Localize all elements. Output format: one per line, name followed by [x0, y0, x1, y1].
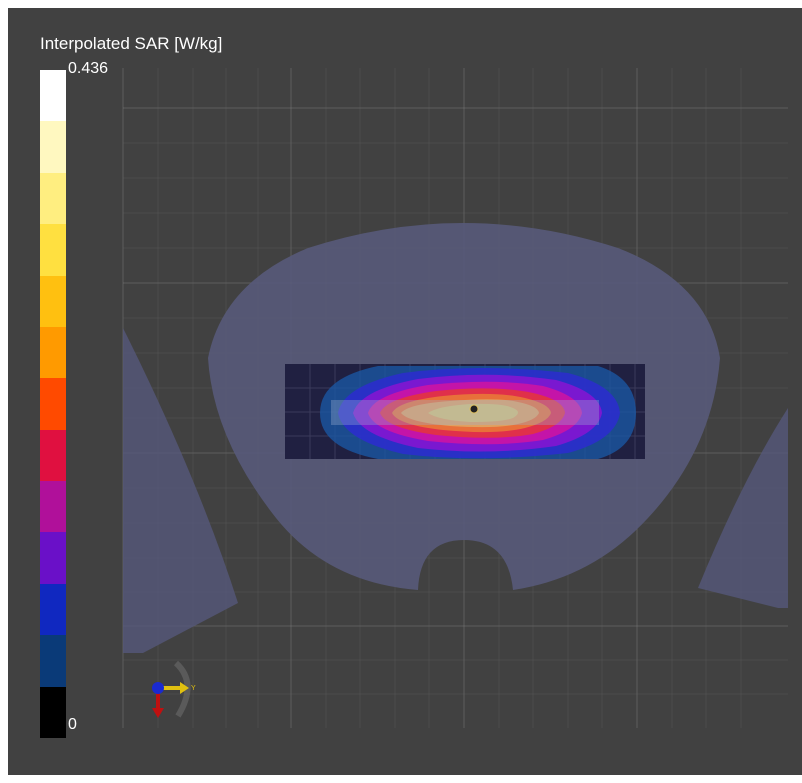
legend-color-band — [40, 532, 66, 585]
legend-color-band — [40, 326, 66, 379]
z-axis-arrowhead — [152, 708, 164, 718]
legend-color-band — [40, 481, 66, 533]
phantom-right — [698, 408, 788, 608]
color-scale-bar — [40, 70, 66, 739]
legend-color-band — [40, 429, 66, 482]
legend-color-band — [40, 70, 66, 122]
axis-triad[interactable]: Y — [152, 660, 196, 718]
legend-color-band — [40, 635, 66, 688]
sar-scene[interactable]: Y — [8, 8, 802, 775]
probe-scan-strip — [331, 400, 599, 425]
sar-contours — [320, 366, 636, 459]
3d-viewport[interactable]: Y Interpolated SAR [W/kg] 0.436 0 — [8, 8, 802, 775]
probe-marker — [469, 404, 479, 414]
legend-color-band — [40, 121, 66, 174]
y-axis-label: Y — [191, 685, 196, 692]
legend-color-band — [40, 583, 66, 636]
phantom-left — [123, 328, 238, 653]
legend-color-band — [40, 378, 66, 431]
legend-min-label: 0 — [68, 716, 77, 733]
legend-color-band — [40, 686, 66, 739]
legend-color-band — [40, 172, 66, 225]
x-axis-sphere — [152, 682, 164, 694]
y-axis-arrowhead — [180, 682, 189, 694]
legend-color-band — [40, 275, 66, 328]
legend-max-label: 0.436 — [68, 60, 109, 77]
legend-title: Interpolated SAR [W/kg] — [40, 34, 223, 53]
legend-color-band — [40, 224, 66, 277]
